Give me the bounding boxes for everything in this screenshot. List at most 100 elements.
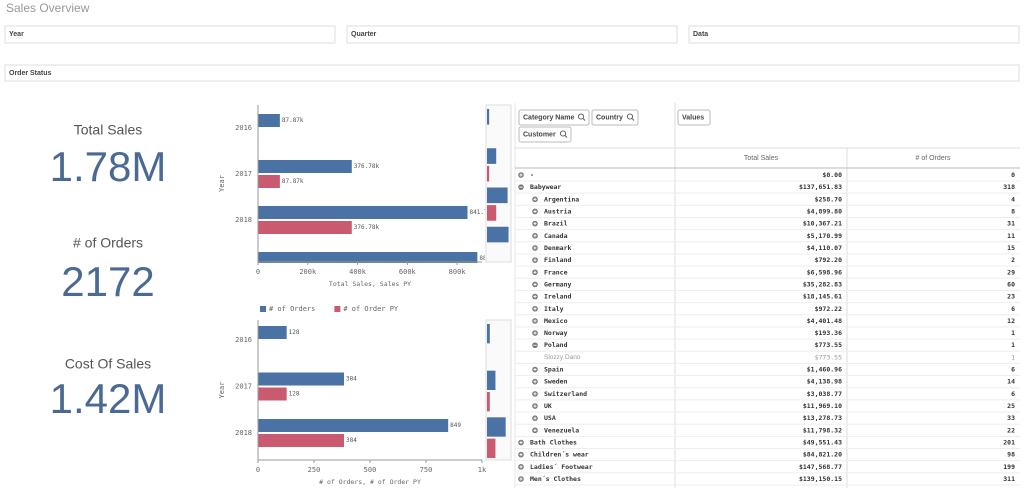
- cell-sales: $6,598.96: [807, 268, 842, 276]
- bar: [258, 372, 345, 386]
- value-label: 128: [289, 391, 300, 398]
- mini-bar: [487, 324, 490, 344]
- y-axis-title: Year: [218, 175, 226, 192]
- x-tick-label: 750: [420, 466, 433, 474]
- dimension-label: Values: [682, 114, 704, 121]
- value-label: 384: [346, 437, 357, 444]
- bar: [258, 221, 352, 234]
- filter-box[interactable]: [346, 25, 678, 44]
- row-label: Norway: [544, 329, 568, 337]
- cell-sales: $139,150.15: [799, 475, 842, 483]
- bar: [258, 252, 478, 263]
- x-tick-label: 0: [256, 466, 260, 474]
- bar: [258, 114, 280, 127]
- cell-sales: $4,138.98: [807, 378, 842, 386]
- search-icon: [564, 135, 568, 138]
- y-axis-title: Year: [218, 382, 226, 399]
- value-label: 128: [289, 329, 300, 336]
- kpi-label: Total Sales: [74, 122, 142, 138]
- dimension-chip[interactable]: [518, 109, 590, 126]
- kpi-value: 1.42M: [50, 375, 167, 422]
- value-label: 87.87k: [282, 117, 304, 124]
- row-label: Mexico: [544, 317, 568, 325]
- cell-orders: 1: [1011, 341, 1015, 349]
- dimension-chip[interactable]: [591, 109, 639, 126]
- cell-orders: 0: [1011, 171, 1015, 179]
- value-label: 376.78k: [354, 163, 380, 170]
- x-tick-label: 600k: [399, 268, 417, 276]
- cell-orders: 6: [1011, 366, 1015, 374]
- cell-sales: $11,969.10: [803, 402, 842, 410]
- row-label: Men´s Clothes: [530, 475, 581, 483]
- row-label: Denmark: [544, 244, 571, 252]
- x-axis-title: Total Sales, Sales PY: [329, 280, 411, 288]
- row-label: Spain: [544, 366, 564, 374]
- dimension-label: Category Name: [523, 114, 574, 121]
- bar: [258, 160, 352, 173]
- filter-label: Order Status: [9, 70, 52, 77]
- bar: [258, 419, 449, 432]
- filter-box[interactable]: [4, 64, 1020, 82]
- x-tick-label: 500: [364, 466, 377, 474]
- cell-sales: $972.22: [815, 305, 842, 313]
- cell-orders: 6: [1011, 390, 1015, 398]
- column-header: # of Orders: [915, 155, 951, 162]
- mini-bar: [487, 205, 497, 221]
- cell-sales: $193.36: [815, 329, 842, 337]
- y-tick-label: 2016: [235, 336, 252, 344]
- bar: [258, 434, 345, 447]
- mini-bar: [487, 438, 496, 458]
- x-axis-title: # of Orders, # of Order PY: [319, 478, 421, 486]
- legend-label: # of Order PY: [343, 305, 399, 313]
- y-tick-label: 2018: [235, 216, 252, 224]
- row-label: Argentina: [544, 195, 579, 203]
- row-label: Sweden: [544, 378, 568, 386]
- x-tick-label: 0: [256, 268, 260, 276]
- cell-orders: 33: [1007, 414, 1015, 422]
- cell-orders: 311: [1003, 475, 1015, 483]
- legend-label: # of Orders: [269, 305, 315, 313]
- filter-label: Quarter: [351, 31, 377, 38]
- filter-box[interactable]: [4, 25, 336, 44]
- row-label: Bath Clothes: [530, 439, 577, 447]
- cell-sales: $147,568.77: [799, 463, 842, 471]
- cell-sales: $13,278.73: [803, 414, 842, 422]
- x-tick-label: 400k: [349, 268, 367, 276]
- cell-orders: 22: [1007, 426, 1015, 434]
- search-icon: [582, 118, 586, 121]
- cell-sales: $84,821.20: [803, 451, 842, 459]
- x-tick-label: 250: [308, 466, 321, 474]
- cell-orders: 1: [1011, 329, 1015, 337]
- bar: [258, 387, 287, 401]
- mini-bar: [487, 417, 506, 437]
- kpi-value: 2172: [61, 258, 154, 305]
- cell-orders: 60: [1007, 280, 1015, 288]
- row-label: UK: [544, 402, 552, 410]
- bar: [258, 206, 468, 219]
- cell-orders: 318: [1003, 183, 1015, 191]
- value-label: 849: [450, 422, 461, 429]
- row-label: Ireland: [544, 293, 571, 301]
- dimension-chip[interactable]: [677, 109, 711, 126]
- row-label: Austria: [544, 207, 571, 215]
- cell-sales: $0.00: [822, 171, 842, 179]
- cell-sales: $49,551.43: [803, 439, 842, 447]
- row-label: Babywear: [530, 183, 561, 191]
- cell-sales: $4,110.07: [807, 244, 842, 252]
- cell-sales: $5,170.99: [807, 232, 842, 240]
- filter-box[interactable]: [688, 25, 1020, 44]
- plot-area: 128 384 128 849 384: [258, 326, 461, 447]
- value-label: 384: [346, 376, 357, 383]
- search-icon: [559, 130, 567, 137]
- cell-orders: 25: [1007, 402, 1015, 410]
- cell-orders: 1: [1011, 353, 1015, 361]
- cell-orders: 98: [1007, 451, 1015, 459]
- cell-orders: 31: [1007, 220, 1015, 228]
- dimension-chip[interactable]: [518, 126, 572, 143]
- column-header: Total Sales: [744, 155, 779, 162]
- cell-orders: 199: [1003, 463, 1015, 471]
- cell-orders: 6: [1011, 305, 1015, 313]
- cell-sales: $137,651.83: [799, 183, 842, 191]
- kpi-label: # of Orders: [73, 235, 143, 251]
